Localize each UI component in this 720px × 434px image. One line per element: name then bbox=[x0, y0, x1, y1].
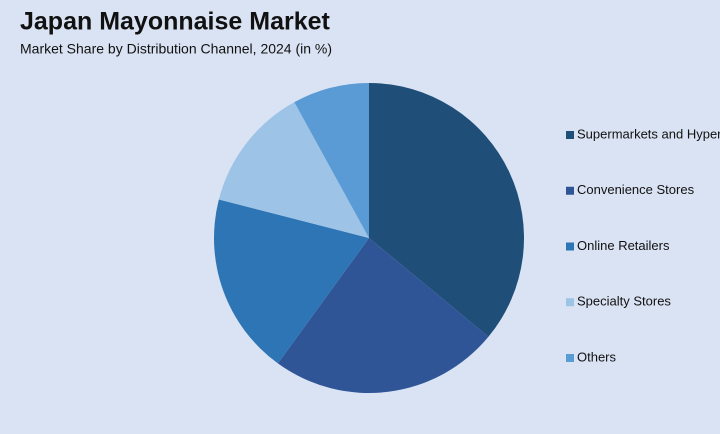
legend-swatch bbox=[566, 186, 574, 195]
legend-label: Convenience Stores bbox=[577, 182, 695, 197]
pie-slice bbox=[214, 199, 369, 364]
chart-subtitle: Market Share by Distribution Channel, 20… bbox=[20, 41, 332, 57]
legend-swatch bbox=[566, 242, 574, 251]
pie-slice bbox=[294, 83, 369, 238]
legend-label: Others bbox=[577, 349, 617, 364]
pie-slice bbox=[218, 102, 369, 239]
pie-slice bbox=[369, 83, 524, 337]
legend-swatch bbox=[566, 354, 574, 362]
legend-swatch bbox=[566, 131, 574, 139]
legend-label: Specialty Stores bbox=[577, 294, 671, 309]
pie-slice bbox=[277, 238, 489, 393]
chart-title: Japan Mayonnaise Market bbox=[20, 8, 331, 36]
legend-swatch bbox=[566, 298, 574, 307]
legend-label: Online Retailers bbox=[577, 238, 670, 253]
legend-label: Supermarkets and Hypermarkets bbox=[577, 126, 720, 141]
